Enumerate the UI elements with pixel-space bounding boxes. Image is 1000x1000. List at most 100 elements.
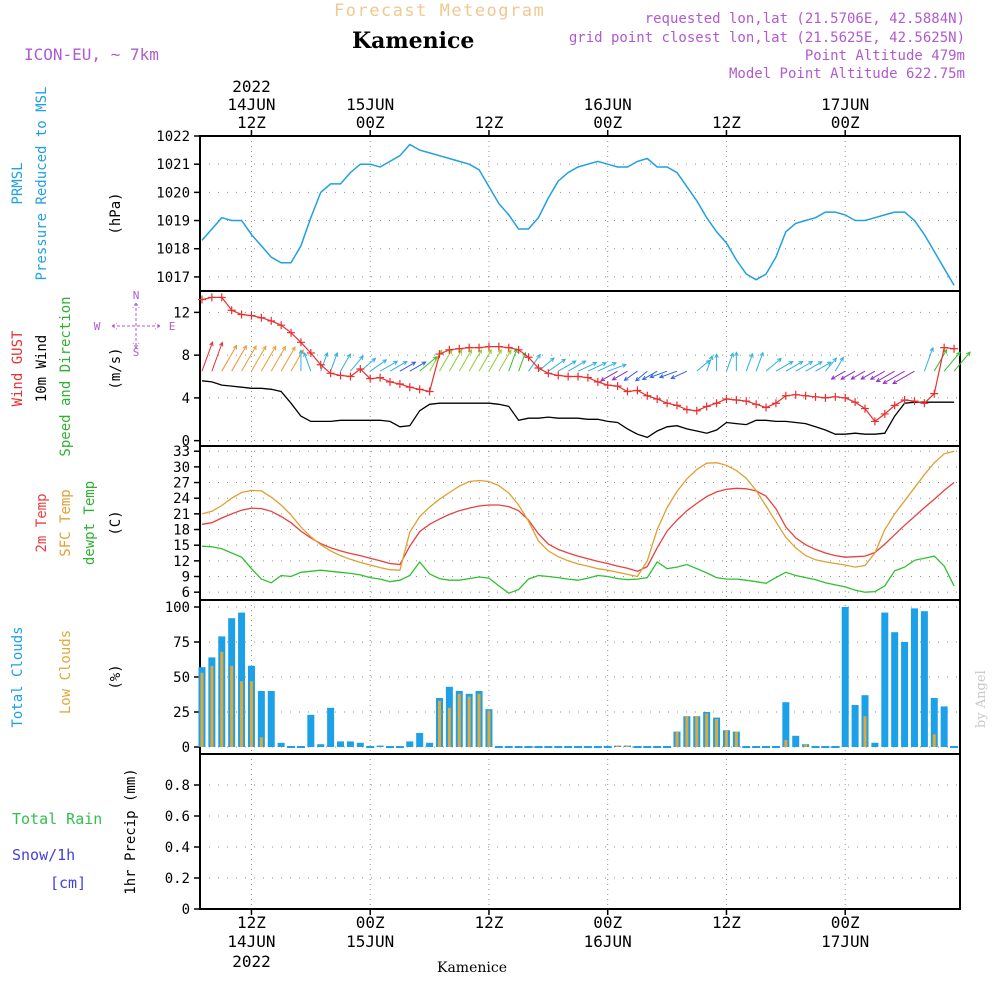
wind-arrow-head xyxy=(830,375,836,380)
wind-arrow-head xyxy=(600,377,606,382)
wind-arrow xyxy=(577,362,597,372)
wind-arrow xyxy=(706,355,713,372)
y-tick-label: 9 xyxy=(182,570,190,586)
wind-gust-marker xyxy=(415,385,424,394)
wind-arrow-head xyxy=(882,379,888,384)
wind-gust-marker xyxy=(465,343,474,352)
low-cloud-bar xyxy=(695,716,699,747)
wind-arrow xyxy=(795,361,813,372)
wind-arrow-head xyxy=(497,349,502,354)
low-cloud-bar xyxy=(784,740,788,747)
wind-gust-marker xyxy=(841,393,850,402)
wind-gust-marker xyxy=(663,399,672,408)
y-tick-label: 0.8 xyxy=(165,778,190,794)
wind-arrow xyxy=(624,370,638,381)
wind-gust-marker xyxy=(395,380,404,388)
low-cloud-bar xyxy=(259,737,263,747)
wind-arrow xyxy=(458,349,472,372)
wind-gust-marker xyxy=(613,382,622,391)
total-cloud-bar xyxy=(920,611,928,747)
wind-arrow xyxy=(659,370,678,378)
wind-gust-marker xyxy=(405,383,414,392)
wind-arrow xyxy=(635,370,648,382)
wind-arrow xyxy=(953,351,971,372)
wind-gust-marker xyxy=(475,343,484,352)
wind-gust-marker xyxy=(821,393,830,402)
top-hour-label: 12Z xyxy=(475,113,504,132)
total-cloud-bar xyxy=(376,745,384,747)
total-cloud-bar xyxy=(871,742,879,747)
total-cloud-bar xyxy=(238,612,246,747)
wind-arrow xyxy=(270,346,286,372)
wind-gust-marker xyxy=(771,399,780,408)
wind-arrow-head xyxy=(850,375,856,380)
wind-gust-marker xyxy=(583,373,592,382)
y-tick-label: 8 xyxy=(182,348,190,364)
temperature-line xyxy=(201,545,955,594)
wind-gust-label: Wind GUST xyxy=(10,330,26,406)
top-year-label: 2022 xyxy=(232,77,271,96)
wind-gust-marker xyxy=(326,369,335,378)
wind-arrow-head xyxy=(839,356,844,362)
wind-gust-marker xyxy=(207,293,216,302)
wind-arrow xyxy=(567,360,586,372)
wind-arrow-head xyxy=(346,353,351,359)
low-cloud-bar xyxy=(724,730,728,747)
top-date-label: 14JUN xyxy=(227,95,275,114)
wind-direction-label: Speed and Direction xyxy=(58,296,74,456)
panel-frame xyxy=(199,445,961,601)
total-cloud-bar xyxy=(881,612,889,747)
wind-arrow xyxy=(612,370,628,381)
wind-arrow xyxy=(805,361,823,372)
wind-arrow-head xyxy=(298,349,304,355)
wind-arrow xyxy=(870,370,886,380)
y-axis-label: 1hr Precip (mm) xyxy=(123,768,139,894)
wind-arrow-head xyxy=(705,359,711,365)
wind-arrow-head xyxy=(487,349,492,354)
bottom-date-label: 14JUN xyxy=(227,932,275,951)
labels-layer: 1017 1018 1019 1020 1021 1022 (hPa) 0 4 8 12 (m/s) 6… xyxy=(10,77,869,971)
forecast-title: Forecast Meteogram xyxy=(334,1,545,21)
wind-gust-marker xyxy=(564,372,573,381)
pressure-label-long: Pressure Reduced to MSL xyxy=(34,87,50,281)
footer-location: Kamenice xyxy=(437,960,507,976)
wind-arrow xyxy=(831,370,846,380)
total-cloud-bar xyxy=(891,632,899,747)
y-axis-label: (C) xyxy=(108,510,124,535)
y-tick-label: 12 xyxy=(173,554,190,570)
top-date-label: 15JUN xyxy=(346,95,394,114)
wind-arrow xyxy=(587,362,607,372)
wind-arrow-head xyxy=(242,344,247,350)
low-cloud-bar xyxy=(447,707,451,747)
wind-gust-marker xyxy=(672,401,681,410)
wind-arrow-head xyxy=(611,362,617,367)
wind-gust-marker xyxy=(623,387,632,396)
wind-arrow xyxy=(883,370,905,384)
wind-arrow-head xyxy=(875,378,881,383)
y-tick-label: 0 xyxy=(182,434,190,450)
wind-gust-marker xyxy=(257,313,266,322)
low-cloud-bar xyxy=(675,731,679,747)
compass-rose xyxy=(111,302,161,349)
low-cloud-bar xyxy=(616,745,620,747)
wind-arrow xyxy=(642,370,658,380)
wind-gust-marker xyxy=(267,316,276,325)
wind-gust-marker xyxy=(425,387,434,396)
low-cloud-bar xyxy=(734,731,738,747)
wind-gust-marker xyxy=(682,405,691,414)
wind-arrow-head xyxy=(826,361,832,366)
wind-gust-marker xyxy=(643,391,652,400)
wind-arrow-head xyxy=(382,359,388,364)
wind-gust-marker xyxy=(445,345,454,354)
wind-arrow xyxy=(221,345,238,372)
wind-arrow-head xyxy=(581,360,587,365)
wind-gust-marker xyxy=(861,404,869,413)
top-hour-label: 00Z xyxy=(831,113,860,132)
y-tick-label: 6 xyxy=(182,585,190,601)
wind-arrow xyxy=(755,352,764,372)
marks-layer xyxy=(111,143,971,748)
wind-arrow-head xyxy=(561,358,567,364)
total-cloud-bar xyxy=(930,698,938,747)
low-cloud-bar xyxy=(240,681,244,747)
